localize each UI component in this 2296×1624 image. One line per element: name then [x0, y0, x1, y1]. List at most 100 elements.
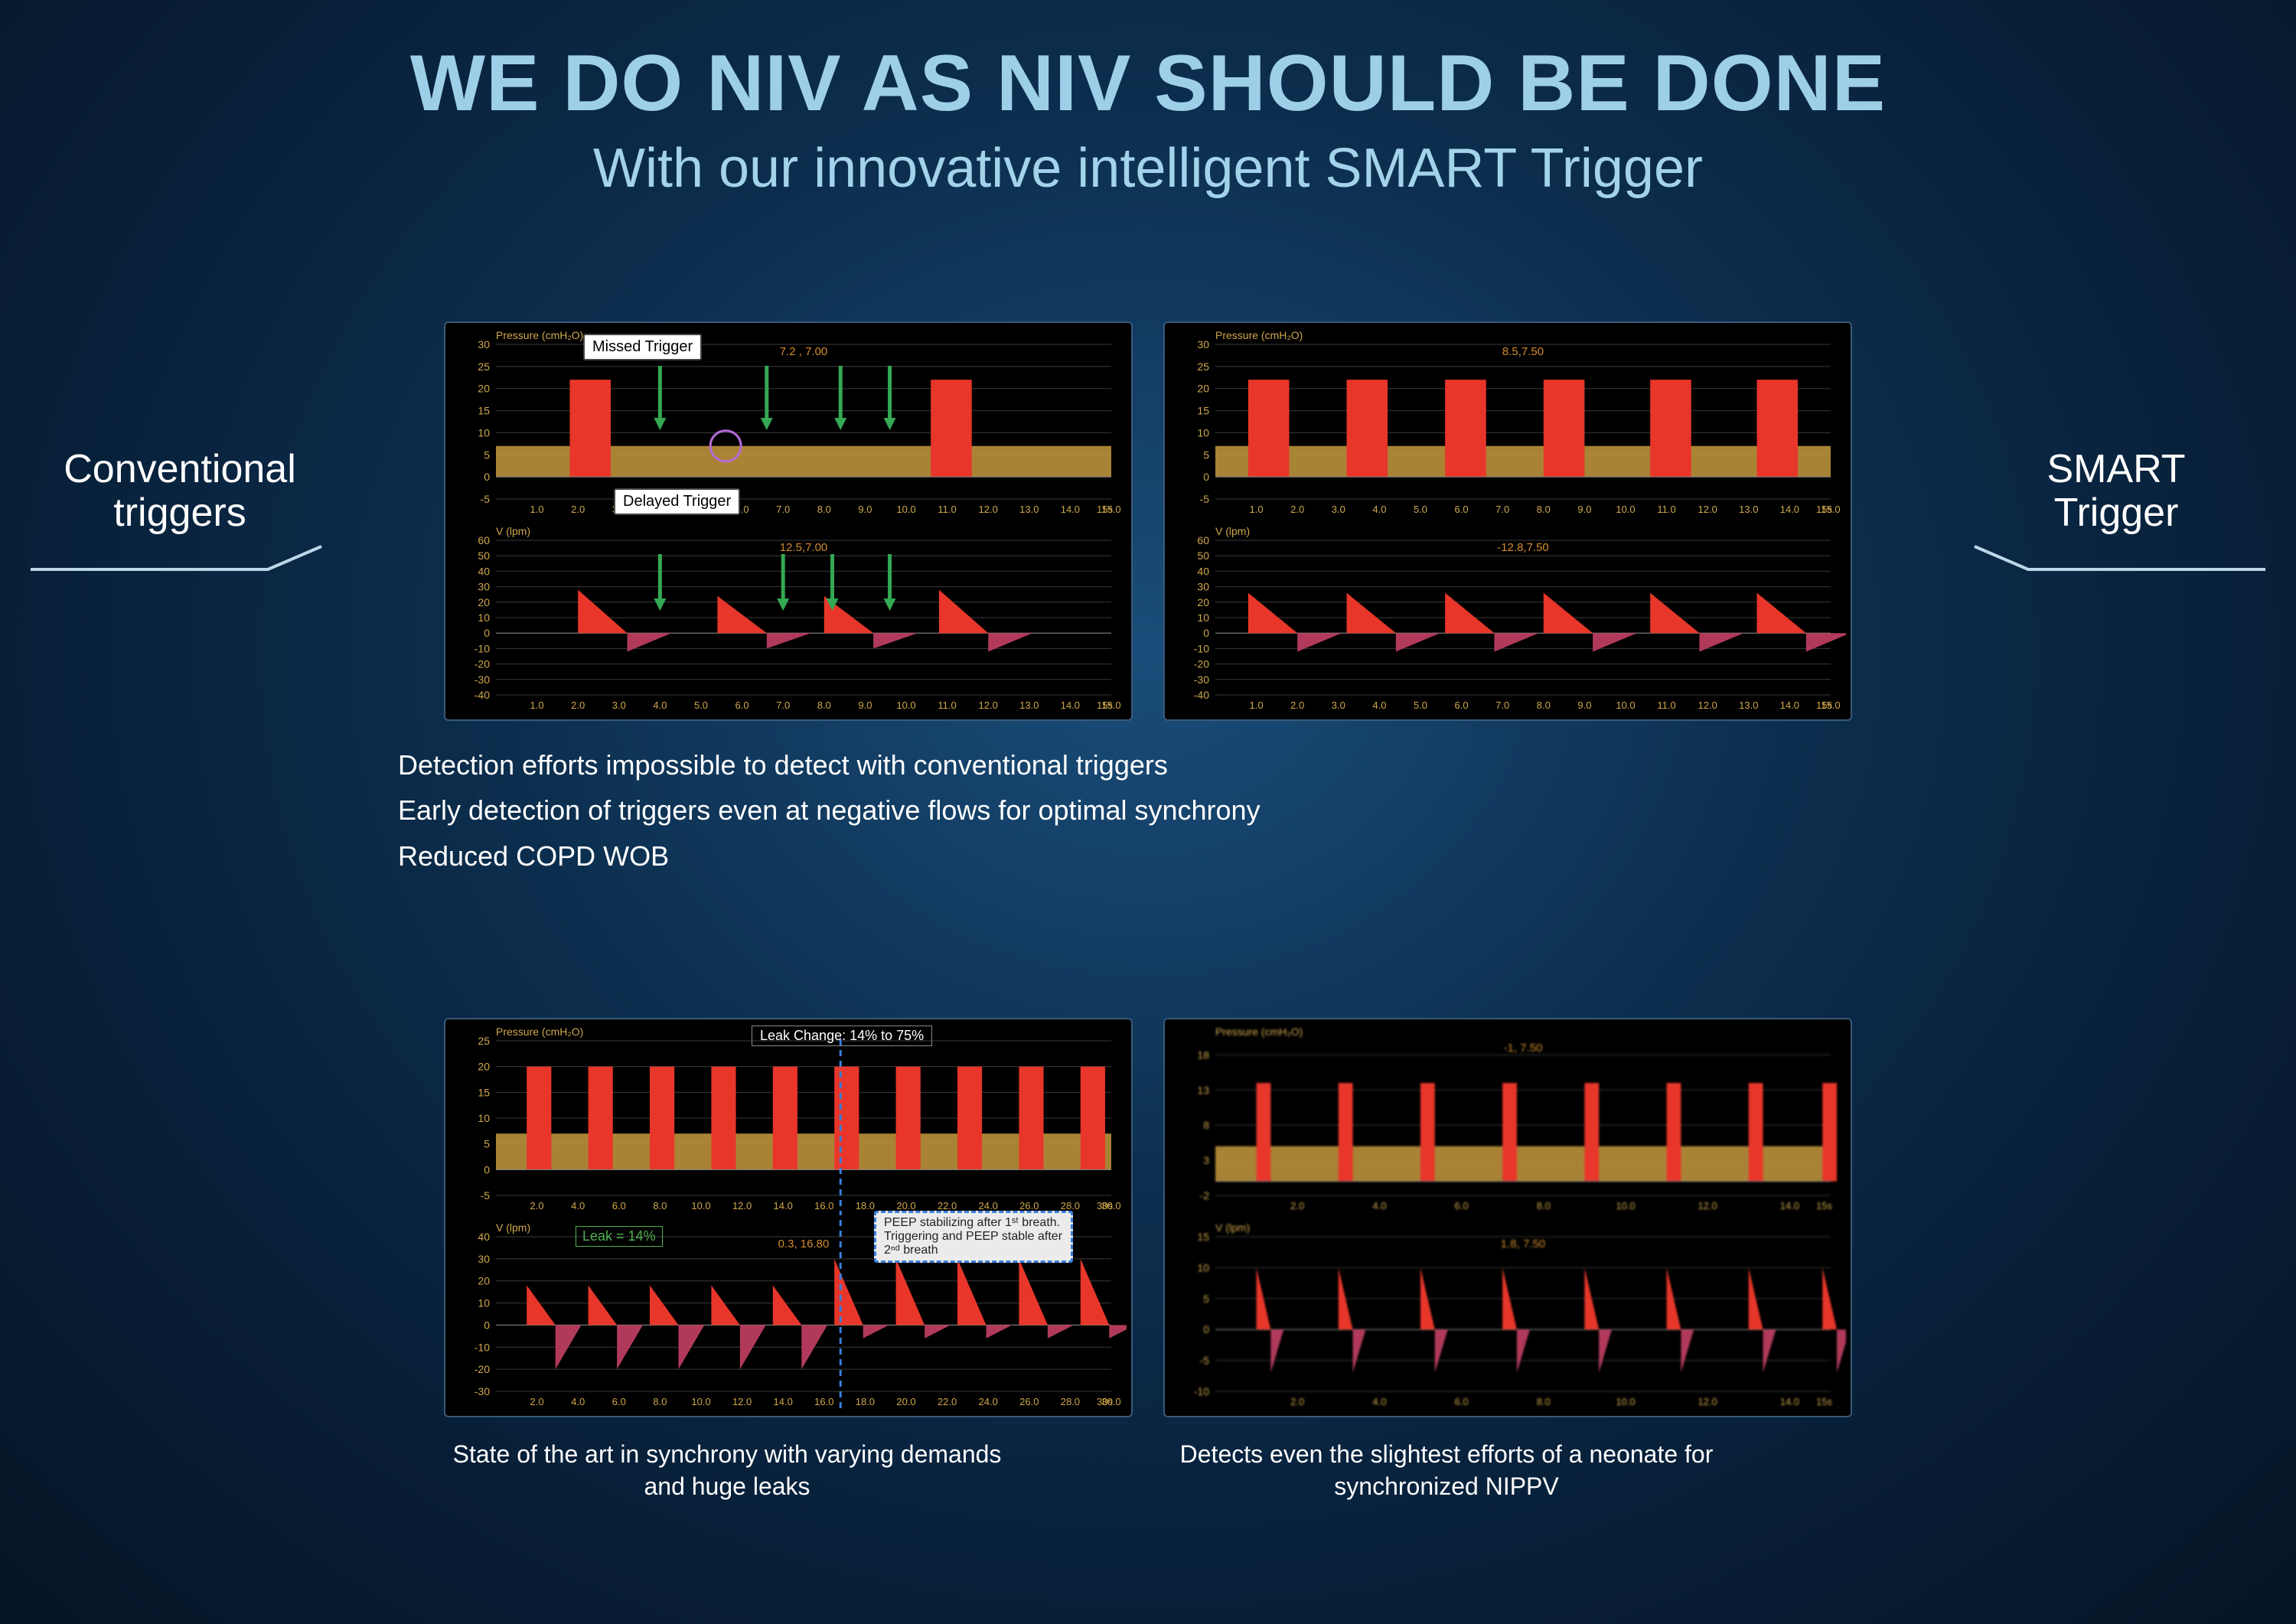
- svg-text:0: 0: [484, 627, 490, 639]
- svg-text:-20: -20: [475, 658, 490, 670]
- svg-text:40: 40: [478, 1231, 490, 1243]
- svg-text:3.0: 3.0: [1332, 504, 1345, 515]
- svg-text:V (lpm): V (lpm): [496, 1221, 530, 1234]
- svg-text:30s: 30s: [1097, 1200, 1113, 1211]
- svg-text:5.0: 5.0: [1414, 504, 1427, 515]
- svg-text:25: 25: [478, 1035, 490, 1047]
- svg-text:18: 18: [1197, 1048, 1209, 1061]
- svg-text:10: 10: [1197, 611, 1209, 624]
- side-label-line: triggers: [31, 491, 329, 535]
- svg-text:-40: -40: [475, 689, 490, 701]
- svg-text:12.0: 12.0: [1698, 699, 1717, 711]
- panel-conventional-top: ✶ -50510152025301.02.03.04.05.06.07.08.0…: [444, 321, 1133, 721]
- svg-text:5: 5: [1203, 1293, 1209, 1305]
- svg-text:10.0: 10.0: [1616, 1200, 1635, 1211]
- svg-text:15s: 15s: [1816, 1396, 1832, 1407]
- svg-text:-5: -5: [1200, 1355, 1210, 1367]
- svg-text:-5: -5: [481, 1189, 491, 1202]
- svg-text:10: 10: [478, 1112, 490, 1124]
- svg-text:30: 30: [1197, 338, 1209, 351]
- svg-text:5: 5: [484, 448, 490, 461]
- svg-text:-10: -10: [475, 642, 490, 654]
- svg-text:-1, 7.50: -1, 7.50: [1504, 1042, 1543, 1055]
- svg-text:5.0: 5.0: [694, 699, 708, 711]
- annotation-leak-14: Leak = 14%: [576, 1226, 663, 1247]
- svg-text:50: 50: [1197, 549, 1209, 562]
- svg-text:14.0: 14.0: [1061, 699, 1080, 711]
- side-label-line: Trigger: [1967, 491, 2265, 535]
- svg-text:-20: -20: [475, 1363, 490, 1375]
- svg-text:26.0: 26.0: [1019, 1396, 1039, 1407]
- svg-text:2.0: 2.0: [1290, 1396, 1304, 1407]
- svg-text:13.0: 13.0: [1019, 504, 1039, 515]
- svg-text:-5: -5: [481, 493, 491, 505]
- svg-text:14.0: 14.0: [1780, 1396, 1799, 1407]
- svg-text:12.0: 12.0: [1698, 504, 1717, 515]
- side-label-conventional: Conventional triggers: [31, 448, 329, 598]
- svg-text:-12.8,7.50: -12.8,7.50: [1497, 541, 1549, 554]
- svg-text:30: 30: [478, 581, 490, 593]
- svg-text:-30: -30: [1194, 673, 1209, 686]
- svg-text:6.0: 6.0: [1455, 699, 1469, 711]
- annotation-missed-trigger: Missed Trigger: [583, 334, 702, 360]
- svg-text:16.0: 16.0: [814, 1396, 833, 1407]
- svg-text:0: 0: [1203, 1323, 1209, 1335]
- svg-text:10: 10: [478, 611, 490, 624]
- annotation-peep-stabilizing: PEEP stabilizing after 1ˢᵗ breath. Trigg…: [874, 1211, 1073, 1263]
- svg-text:11.0: 11.0: [938, 504, 956, 515]
- svg-text:10.0: 10.0: [691, 1200, 710, 1211]
- svg-text:12.0: 12.0: [732, 1200, 752, 1211]
- svg-text:8.0: 8.0: [817, 504, 831, 515]
- svg-text:2.0: 2.0: [1290, 1200, 1304, 1211]
- svg-text:3.0: 3.0: [612, 699, 626, 711]
- svg-text:8.0: 8.0: [653, 1200, 667, 1211]
- svg-text:4.0: 4.0: [571, 1200, 585, 1211]
- svg-text:0: 0: [484, 1319, 490, 1331]
- annotation-delayed-trigger: Delayed Trigger: [614, 488, 740, 515]
- svg-text:9.0: 9.0: [858, 699, 872, 711]
- svg-text:-2: -2: [1200, 1189, 1210, 1202]
- svg-text:14.0: 14.0: [1061, 504, 1080, 515]
- svg-text:5: 5: [1203, 448, 1209, 461]
- annotation-leak-change: Leak Change: 14% to 75%: [752, 1026, 932, 1046]
- svg-text:0.3, 16.80: 0.3, 16.80: [778, 1238, 830, 1251]
- svg-text:14.0: 14.0: [1780, 1200, 1799, 1211]
- svg-text:12.0: 12.0: [979, 504, 998, 515]
- bullet-item: Detection efforts impossible to detect w…: [398, 742, 1261, 788]
- svg-text:-10: -10: [1194, 1385, 1209, 1397]
- svg-text:10.0: 10.0: [1616, 699, 1635, 711]
- svg-text:10.0: 10.0: [1616, 1396, 1635, 1407]
- svg-text:14.0: 14.0: [774, 1396, 793, 1407]
- svg-text:3.0: 3.0: [1332, 699, 1345, 711]
- svg-text:-20: -20: [1194, 658, 1209, 670]
- svg-text:14.0: 14.0: [1780, 504, 1799, 515]
- svg-text:13.0: 13.0: [1739, 699, 1758, 711]
- svg-text:0: 0: [484, 1163, 490, 1176]
- svg-text:10: 10: [478, 1297, 490, 1309]
- side-label-line: Conventional: [31, 448, 329, 491]
- svg-text:20: 20: [478, 1061, 490, 1073]
- svg-text:2.0: 2.0: [530, 1396, 544, 1407]
- svg-text:40: 40: [1197, 565, 1209, 577]
- svg-text:2.0: 2.0: [571, 504, 585, 515]
- svg-text:6.0: 6.0: [612, 1396, 626, 1407]
- svg-text:0: 0: [1203, 471, 1209, 483]
- svg-text:-30: -30: [475, 673, 490, 686]
- panel-smart-top: ✶ -50510152025301.02.03.04.05.06.07.08.0…: [1163, 321, 1852, 721]
- svg-text:26.0: 26.0: [1019, 1200, 1039, 1211]
- svg-text:1.0: 1.0: [1250, 699, 1264, 711]
- svg-text:10: 10: [1197, 1261, 1209, 1273]
- svg-text:3: 3: [1203, 1154, 1209, 1166]
- svg-text:20.0: 20.0: [896, 1200, 915, 1211]
- svg-text:10.0: 10.0: [691, 1396, 710, 1407]
- svg-text:15s: 15s: [1816, 1200, 1832, 1211]
- svg-text:7.0: 7.0: [1495, 504, 1509, 515]
- svg-text:11.0: 11.0: [1657, 699, 1675, 711]
- svg-text:7.0: 7.0: [776, 699, 790, 711]
- page-title: WE DO NIV AS NIV SHOULD BE DONE: [0, 38, 2296, 129]
- svg-text:24.0: 24.0: [979, 1200, 998, 1211]
- feature-bullets: Detection efforts impossible to detect w…: [398, 742, 1261, 879]
- svg-text:6.0: 6.0: [612, 1200, 626, 1211]
- svg-text:1.8, 7.50: 1.8, 7.50: [1501, 1238, 1545, 1251]
- panel-leak-sync: ✶ -505101520252.04.06.08.010.012.014.016…: [444, 1018, 1133, 1417]
